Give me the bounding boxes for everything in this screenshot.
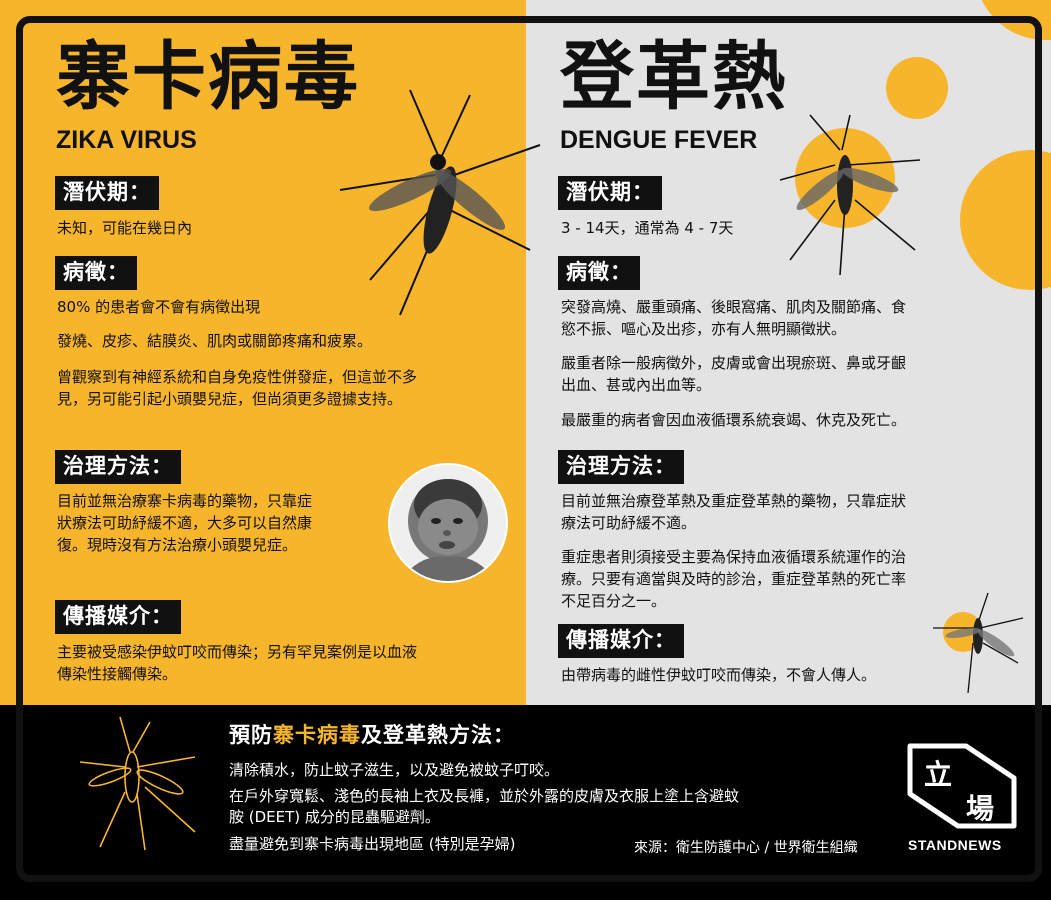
zika-symptoms-label: 病徵： — [55, 256, 137, 291]
source-credit: 來源：衛生防護中心 / 世界衛生組織 — [634, 840, 858, 856]
logo-char-bottom: 場 — [966, 792, 994, 825]
dengue-incubation-label: 潛伏期： — [558, 176, 662, 211]
mosquito-icon — [79, 716, 196, 851]
zika-title: 寨卡病毒 — [56, 34, 360, 120]
mosquito-icon — [339, 89, 541, 316]
zika-symptoms-text: 曾觀察到有神經系統和自身免疫性併發症，但這並不多 — [57, 368, 418, 386]
zika-symptoms-text: 見，另可能引起小頭嬰兒症，但尚須更多證據支持。 — [57, 390, 403, 408]
dengue-treatment-text: 不足百分之一。 — [561, 592, 667, 610]
zika-symptoms-text: 發燒、皮疹、結膜炎、肌肉或關節疼痛和疲累。 — [57, 332, 373, 350]
prevention-item: 在戶外穿寬鬆、淺色的長袖上衣及長褲，並於外露的皮膚及衣服上塗上含避蚊 — [229, 787, 740, 805]
mosquito-icon — [779, 114, 921, 276]
dengue-symptoms-text: 出血、甚或內出血等。 — [561, 376, 712, 394]
dengue-panel-background — [526, 0, 1051, 705]
dengue-symptoms-text: 最嚴重的病者會因血液循環系統衰竭、休克及死亡。 — [561, 411, 907, 429]
standnews-wordmark: STANDNEWS — [908, 837, 1002, 853]
dengue-treatment-text: 重症患者則須接受主要為保持血液循環系統運作的治 — [561, 548, 907, 566]
baby-photo — [388, 463, 508, 583]
zika-treatment-label: 治理方法： — [55, 450, 181, 485]
dengue-treatment-text: 療法可助紓緩不適。 — [561, 514, 697, 532]
standnews-logo: 立 場 — [907, 743, 1017, 829]
prevention-title-suffix: 及登革熱方法： — [361, 723, 515, 747]
zika-treatment-text: 復。現時沒有方法治療小頭嬰兒症。 — [57, 536, 298, 554]
prevention-band — [0, 705, 1051, 900]
mosquito-icon — [933, 592, 1024, 694]
zika-treatment-text: 狀療法可助紓緩不適，大多可以自然康 — [57, 514, 313, 532]
zika-incubation-label: 潛伏期： — [55, 176, 159, 211]
dengue-symptoms-text: 嚴重者除一般病徵外，皮膚或會出現瘀斑、鼻或牙齦 — [561, 354, 907, 372]
dengue-symptoms-text: 突發高燒、嚴重頭痛、後眼窩痛、肌肉及關節痛、食 — [561, 298, 907, 316]
dengue-transmission-text: 由帶病毒的雌性伊蚊叮咬而傳染，不會人傳人。 — [561, 666, 877, 684]
zika-panel-background — [0, 0, 526, 705]
dengue-treatment-label: 治理方法： — [558, 450, 684, 485]
zika-incubation-text: 未知，可能在幾日內 — [57, 219, 193, 237]
zika-treatment-text: 目前並無治療寨卡病毒的藥物，只靠症 — [57, 492, 313, 510]
dengue-incubation-text: 3 - 14天，通常為 4 - 7天 — [561, 219, 734, 237]
dengue-symptoms-text: 慾不振、嘔心及出疹，亦有人無明顯徵狀。 — [561, 320, 847, 338]
dengue-treatment-text: 目前並無治療登革熱及重症登革熱的藥物，只靠症狀 — [561, 492, 907, 510]
prevention-title-highlight: 寨卡病毒 — [273, 723, 361, 747]
zika-transmission-text: 主要被受感染伊蚊叮咬而傳染；另有罕見案例是以血液 — [57, 643, 418, 661]
prevention-title: 預防寨卡病毒及登革熱方法： — [229, 719, 515, 749]
decor-circle — [886, 57, 948, 119]
prevention-item: 盡量避免到寨卡病毒出現地區 (特別是孕婦) — [229, 835, 516, 853]
dengue-symptoms-label: 病徵： — [558, 256, 640, 291]
zika-transmission-label: 傳播媒介： — [55, 600, 181, 635]
zika-symptoms-text: 80% 的患者會不會有病徵出現 — [57, 298, 261, 316]
prevention-title-prefix: 預防 — [229, 723, 273, 747]
dengue-transmission-label: 傳播媒介： — [558, 624, 684, 659]
prevention-item: 清除積水，防止蚊子滋生，以及避免被蚊子叮咬。 — [229, 761, 560, 779]
dengue-treatment-text: 療。只要有適當與及時的診治，重症登革熱的死亡率 — [561, 570, 907, 588]
prevention-item: 胺 (DEET) 成分的昆蟲驅避劑。 — [229, 808, 440, 826]
zika-title-en: ZIKA VIRUS — [56, 126, 197, 154]
dengue-title-en: DENGUE FEVER — [560, 126, 758, 154]
dengue-title: 登革熱 — [560, 34, 788, 120]
zika-transmission-text: 傳染性接觸傳染。 — [57, 665, 178, 683]
logo-char-top: 立 — [924, 758, 952, 791]
